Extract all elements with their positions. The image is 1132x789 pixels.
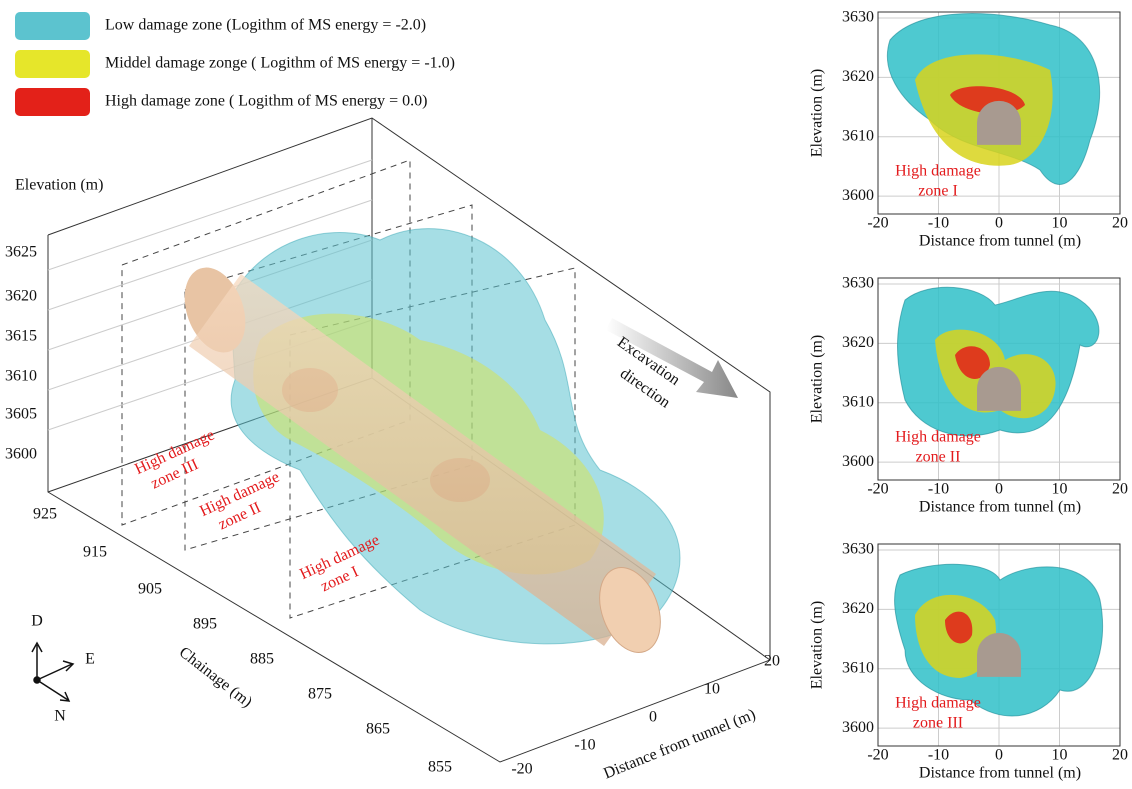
compass-label: E	[85, 651, 95, 668]
zone-label: zone III	[913, 715, 963, 732]
zone-label: High damage	[895, 429, 981, 446]
tick-label: 3605	[5, 406, 37, 423]
tick-label: 10	[704, 681, 720, 698]
y-tick-label: 3610	[842, 127, 874, 144]
y-tick-label: 3620	[842, 68, 874, 85]
axis-label: Distance from tunnel (m)	[919, 765, 1081, 782]
tick-label: 925	[33, 506, 57, 523]
tunnel-section	[977, 101, 1021, 145]
legend-label: Middel damage zonge ( Logithm of MS ener…	[105, 55, 455, 72]
tick-label: 885	[250, 651, 274, 668]
y-tick-label: 3610	[842, 659, 874, 676]
tick-label: 895	[193, 616, 217, 633]
tick-label: 865	[366, 721, 390, 738]
x-tick-label: -10	[928, 481, 949, 498]
zone-label: zone I	[918, 183, 958, 200]
axis-label: Elevation (m)	[15, 177, 103, 194]
x-tick-label: 20	[1112, 747, 1128, 764]
y-tick-label: 3620	[842, 334, 874, 351]
x-tick-label: 20	[1112, 215, 1128, 232]
y-tick-label: 3630	[842, 9, 874, 26]
x-tick-label: 0	[995, 747, 1003, 764]
tick-label: -10	[574, 737, 595, 754]
zone-label: High damage	[895, 695, 981, 712]
y-tick-label: 3600	[842, 453, 874, 470]
x-tick-label: 0	[995, 215, 1003, 232]
y-tick-label: 3600	[842, 719, 874, 736]
tick-label: 915	[83, 544, 107, 561]
tick-label: 855	[428, 759, 452, 776]
y-tick-label: 3610	[842, 393, 874, 410]
y-tick-label: 3600	[842, 187, 874, 204]
x-tick-label: -20	[867, 215, 888, 232]
legend-label: High damage zone ( Logithm of MS energy …	[105, 93, 427, 110]
tick-label: 3600	[5, 446, 37, 463]
tick-label: -20	[511, 761, 532, 778]
tick-label: 3610	[5, 368, 37, 385]
axis-label: Chainage (m)	[176, 644, 255, 711]
tick-label: 0	[649, 709, 657, 726]
axis-label: Distance from tunnel (m)	[601, 706, 758, 783]
y-tick-label: 3630	[842, 541, 874, 558]
legend-label: Low damage zone (Logithm of MS energy = …	[105, 17, 426, 34]
side-panels: -20 -10 0 10 20 3600 3610 3620 3630 Distance from…	[809, 9, 1128, 782]
tick-label: 875	[308, 686, 332, 703]
x-tick-label: 10	[1052, 747, 1068, 764]
tick-label: 3625	[5, 244, 37, 261]
compass-label: N	[54, 708, 66, 725]
x-tick-label: -10	[928, 215, 949, 232]
x-tick-label: 10	[1052, 481, 1068, 498]
zone-label: zone II	[916, 449, 961, 466]
legend-swatch	[15, 88, 90, 116]
tick-label: 3615	[5, 328, 37, 345]
figure: -20 -10 0 10 20 3600 3610 3620 3630 Distance from…	[0, 0, 1132, 789]
tunnel-section	[977, 367, 1021, 411]
axis-label: Distance from tunnel (m)	[919, 499, 1081, 516]
x-tick-label: 20	[1112, 481, 1128, 498]
legend-swatch	[15, 12, 90, 40]
axis-label: Elevation (m)	[809, 69, 826, 157]
zone-label: High damage	[895, 163, 981, 180]
x-tick-label: -10	[928, 747, 949, 764]
compass	[32, 643, 73, 701]
compass-label: D	[31, 613, 43, 630]
axis-label: Distance from tunnel (m)	[919, 233, 1081, 250]
x-tick-label: 10	[1052, 215, 1068, 232]
x-tick-label: -20	[867, 747, 888, 764]
tick-label: 20	[764, 653, 780, 670]
y-tick-label: 3630	[842, 275, 874, 292]
tick-label: 905	[138, 581, 162, 598]
axis-label: Elevation (m)	[809, 335, 826, 423]
axis-label: Elevation (m)	[809, 601, 826, 689]
y-tick-label: 3620	[842, 600, 874, 617]
x-tick-label: 0	[995, 481, 1003, 498]
legend-swatch	[15, 50, 90, 78]
tick-label: 3620	[5, 288, 37, 305]
x-tick-label: -20	[867, 481, 888, 498]
tunnel-section	[977, 633, 1021, 677]
